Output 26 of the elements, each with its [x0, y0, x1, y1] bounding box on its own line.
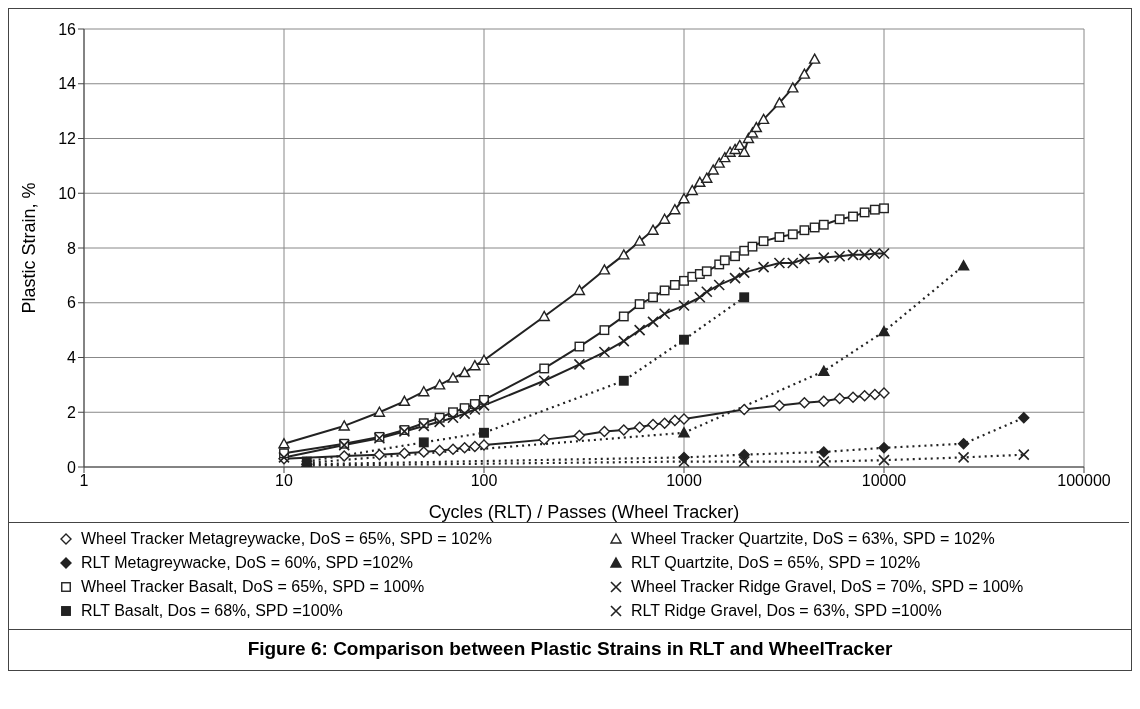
x-tick-label: 1000 — [666, 472, 702, 490]
legend-label: RLT Quartzite, DoS = 65%, SPD = 102% — [631, 553, 921, 573]
y-tick-label: 12 — [58, 130, 77, 148]
x-tick-label: 100000 — [1057, 472, 1111, 490]
x-tick-label: 1 — [79, 472, 89, 490]
y-tick-label: 0 — [67, 458, 77, 476]
legend-label: RLT Ridge Gravel, Dos = 63%, SPD =100% — [631, 601, 942, 621]
x-tick-label: 10000 — [861, 472, 907, 490]
legend-label: Wheel Tracker Ridge Gravel, DoS = 70%, SPD = 100% — [631, 577, 1024, 597]
y-tick-label: 4 — [67, 349, 77, 367]
legend-label: Wheel Tracker Metagreywacke, DoS = 65%, SPD = 102% — [81, 529, 492, 549]
y-tick-label: 16 — [58, 20, 77, 38]
legend-label: Wheel Tracker Quartzite, DoS = 63%, SPD = 102% — [631, 529, 995, 549]
y-tick-label: 2 — [67, 403, 77, 421]
y-axis-title: Plastic Strain, % — [19, 182, 40, 314]
legend-label: Wheel Tracker Basalt, DoS = 65%, SPD = 100% — [81, 577, 425, 597]
legend-label: RLT Basalt, Dos = 68%, SPD =100% — [81, 601, 343, 621]
legend-label: RLT Metagreywacke, DoS = 60%, SPD =102% — [81, 553, 414, 573]
text: Figure 6: Comparison between Plastic Strains in RLT and WheelTracker — [9, 629, 1131, 670]
x-tick-label: 100 — [470, 472, 498, 490]
y-tick-label: 10 — [58, 184, 77, 202]
y-tick-label: 6 — [67, 294, 77, 312]
x-axis-title: Cycles (RLT) / Passes (Wheel Tracker) — [428, 502, 740, 522]
y-tick-label: 14 — [58, 75, 77, 93]
x-tick-label: 10 — [275, 472, 293, 490]
y-tick-label: 8 — [67, 239, 77, 257]
